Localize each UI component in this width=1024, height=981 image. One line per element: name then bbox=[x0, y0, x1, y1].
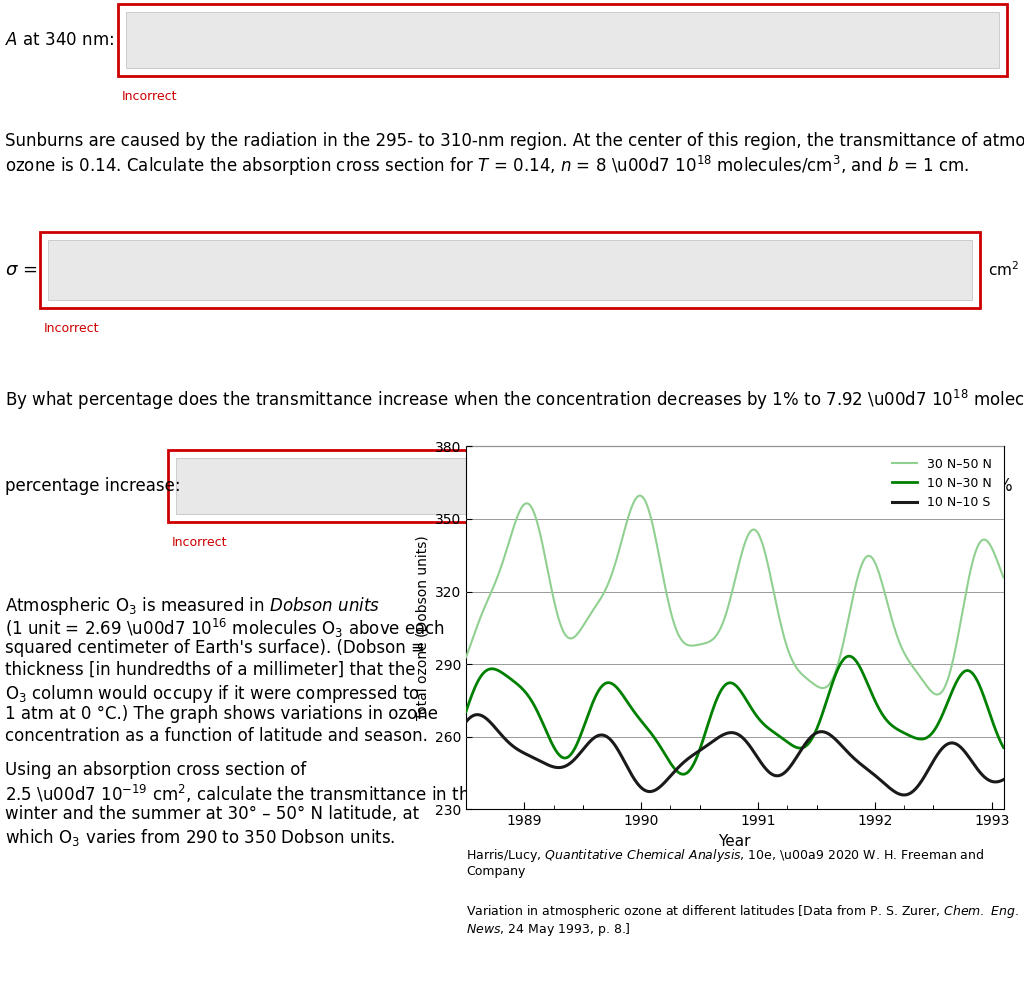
Text: Incorrect: Incorrect bbox=[44, 322, 99, 335]
Text: Company: Company bbox=[466, 865, 525, 878]
Bar bbox=[40, 232, 980, 308]
Text: thickness [in hundredths of a millimeter] that the: thickness [in hundredths of a millimeter… bbox=[5, 661, 416, 679]
Text: squared centimeter of Earth's surface). (Dobson ≡: squared centimeter of Earth's surface). … bbox=[5, 639, 425, 657]
X-axis label: Year: Year bbox=[719, 834, 751, 849]
Bar bbox=[168, 450, 990, 522]
Text: ozone is 0.14. Calculate the absorption cross section for $\mathit{T}$ = 0.14, $: ozone is 0.14. Calculate the absorption … bbox=[5, 154, 969, 179]
Text: By what percentage does the transmittance increase when the concentration decrea: By what percentage does the transmittanc… bbox=[5, 388, 1024, 412]
Bar bbox=[176, 458, 982, 514]
Bar bbox=[48, 240, 972, 300]
Text: $\mathit{News}$, 24 May 1993, p. 8.]: $\mathit{News}$, 24 May 1993, p. 8.] bbox=[466, 921, 631, 938]
Text: O$_{3}$ column would occupy if it were compressed to: O$_{3}$ column would occupy if it were c… bbox=[5, 683, 420, 705]
Text: which O$_{3}$ varies from 290 to 350 Dobson units.: which O$_{3}$ varies from 290 to 350 Dob… bbox=[5, 827, 395, 848]
Y-axis label: Total ozone (Dobson units): Total ozone (Dobson units) bbox=[415, 536, 429, 720]
Text: Sunburns are caused by the radiation in the 295- to 310-nm region. At the center: Sunburns are caused by the radiation in … bbox=[5, 132, 1024, 150]
Text: (1 unit = 2.69 \u00d7 10$^{16}$ molecules O$_{3}$ above each: (1 unit = 2.69 \u00d7 10$^{16}$ molecule… bbox=[5, 617, 445, 640]
Bar bbox=[118, 4, 1007, 76]
Text: Incorrect: Incorrect bbox=[172, 536, 227, 549]
Legend: 30 N–50 N, 10 N–30 N, 10 N–10 S: 30 N–50 N, 10 N–30 N, 10 N–10 S bbox=[888, 452, 997, 514]
Bar bbox=[126, 12, 999, 68]
Text: cm$^{2}$: cm$^{2}$ bbox=[988, 261, 1019, 280]
Text: %: % bbox=[996, 477, 1012, 495]
Text: Variation in atmospheric ozone at different latitudes [Data from P. S. Zurer, $\: Variation in atmospheric ozone at differ… bbox=[466, 904, 1019, 920]
Text: percentage increase:: percentage increase: bbox=[5, 477, 180, 495]
Text: Harris/Lucy, $\mathit{Quantitative\ Chemical\ Analysis}$, 10e, \u00a9 2020 W. H.: Harris/Lucy, $\mathit{Quantitative\ Chem… bbox=[466, 848, 984, 864]
Text: Atmospheric O$_{3}$ is measured in $\mathit{Dobson\ units}$: Atmospheric O$_{3}$ is measured in $\mat… bbox=[5, 595, 380, 617]
Text: 1 atm at 0 °C.) The graph shows variations in ozone: 1 atm at 0 °C.) The graph shows variatio… bbox=[5, 705, 438, 723]
Text: Incorrect: Incorrect bbox=[122, 90, 177, 103]
Text: $\sigma$ =: $\sigma$ = bbox=[5, 261, 37, 279]
Text: winter and the summer at 30° – 50° N latitude, at: winter and the summer at 30° – 50° N lat… bbox=[5, 805, 419, 823]
Text: $\mathit{A}$ at 340 nm:: $\mathit{A}$ at 340 nm: bbox=[5, 31, 114, 49]
Text: Using an absorption cross section of: Using an absorption cross section of bbox=[5, 761, 306, 779]
Text: 2.5 \u00d7 10$^{-19}$ cm$^{2}$, calculate the transmittance in the: 2.5 \u00d7 10$^{-19}$ cm$^{2}$, calculat… bbox=[5, 783, 480, 805]
Text: concentration as a function of latitude and season.: concentration as a function of latitude … bbox=[5, 727, 428, 745]
